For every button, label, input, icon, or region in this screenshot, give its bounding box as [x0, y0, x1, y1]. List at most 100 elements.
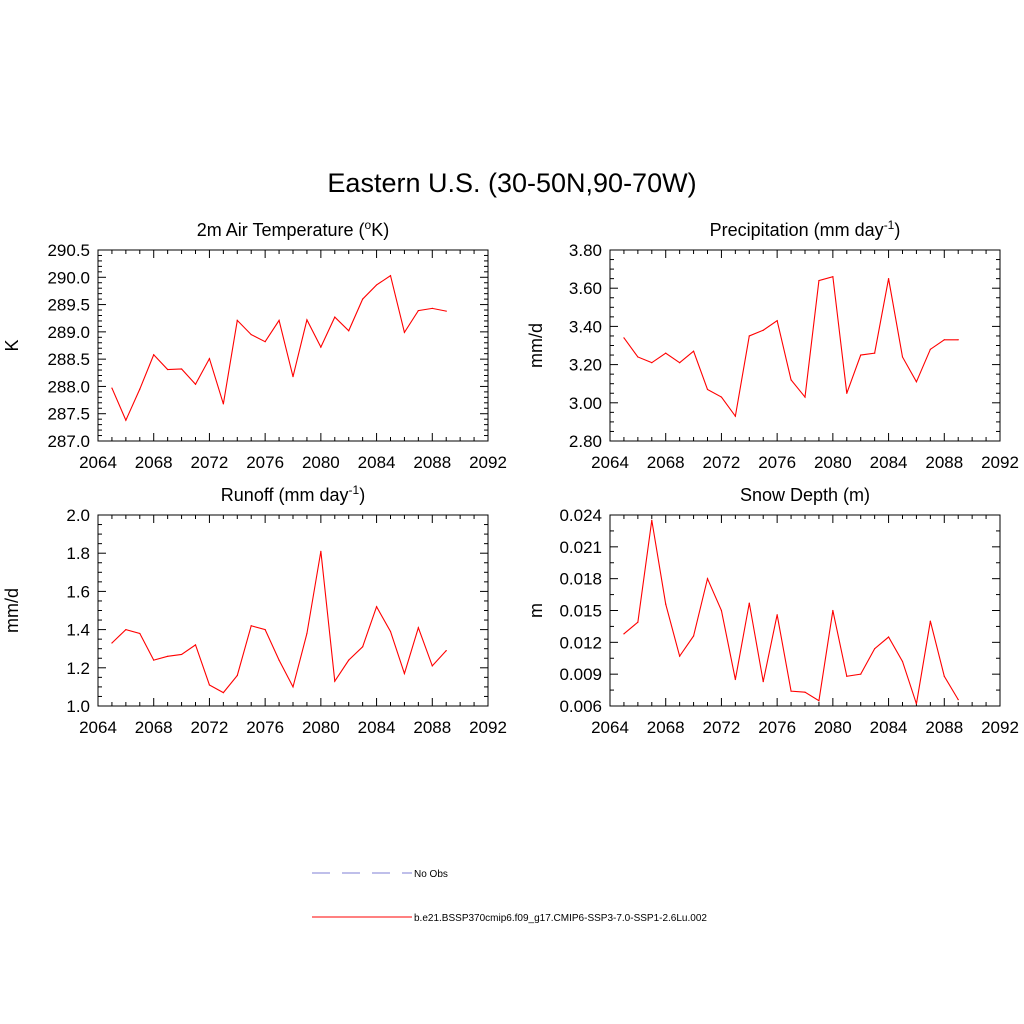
data-point: [167, 655, 169, 657]
data-point: [665, 603, 667, 605]
y-tick-label: 1.6: [66, 582, 90, 601]
data-point: [832, 276, 834, 278]
y-tick-label: 288.0: [47, 377, 90, 396]
panel-3: 2064 2068 2072 2076 2080 2084 2088 2092 1.0 1.2 1.…: [2, 483, 507, 737]
data-point: [818, 700, 820, 702]
data-point: [887, 636, 890, 638]
data-point: [264, 629, 266, 631]
x-tick-label: 2072: [703, 718, 741, 737]
data-point: [208, 684, 211, 686]
y-tick-label: 2.0: [66, 506, 90, 525]
x-tick-label: 2092: [469, 453, 507, 472]
y-axis-label: mm/d: [2, 588, 22, 633]
panel-title-main: Snow Depth (m): [740, 485, 870, 505]
x-tick-label: 2084: [358, 718, 396, 737]
x-tick-label: 2072: [191, 453, 229, 472]
data-point: [901, 356, 904, 358]
data-point: [734, 415, 736, 417]
legend: No Obs b.e21.BSSP370cmip6.f09_g17.CMIP6-S…: [312, 869, 707, 924]
data-point: [334, 316, 336, 318]
x-tick-label: 2068: [135, 453, 173, 472]
data-point: [929, 620, 931, 622]
data-point: [720, 609, 723, 612]
y-tick-label: 3.40: [569, 317, 602, 336]
y-tick-label: 289.5: [47, 296, 90, 315]
data-point: [748, 335, 750, 337]
data-point: [306, 632, 308, 635]
x-tick-label: 2068: [135, 718, 173, 737]
data-point: [887, 278, 890, 280]
y-tick-label: 3.80: [569, 241, 602, 260]
x-tick-label: 2076: [246, 453, 284, 472]
data-point: [292, 686, 294, 688]
data-point: [804, 691, 806, 693]
panel-title-superscript: -1: [349, 483, 360, 497]
plot-frame: [97, 514, 489, 707]
data-point: [250, 625, 252, 627]
data-point: [929, 348, 931, 350]
x-tick-label: 2076: [758, 453, 796, 472]
y-tick-label: 0.006: [559, 697, 602, 716]
data-point: [846, 675, 848, 677]
data-point: [957, 699, 959, 701]
data-point: [874, 352, 876, 354]
plot-frame: [97, 249, 489, 442]
data-point: [389, 275, 392, 277]
y-tick-label: 1.8: [66, 544, 90, 563]
x-tick-label: 2084: [358, 453, 396, 472]
data-point: [651, 519, 653, 521]
x-tick-label: 2064: [79, 453, 117, 472]
series-line: [623, 276, 959, 418]
y-tick-label: 288.5: [47, 350, 90, 369]
data-point: [623, 633, 625, 635]
y-tick-label: 1.2: [66, 659, 90, 678]
data-point: [860, 354, 862, 356]
y-tick-label: 3.20: [569, 356, 602, 375]
plot-frame: [609, 249, 1001, 442]
x-tick-label: 2080: [302, 718, 340, 737]
data-point: [236, 319, 238, 321]
data-point: [762, 329, 764, 331]
y-axis-label: mm/d: [526, 323, 546, 368]
y-tick-label: 289.0: [47, 323, 90, 342]
x-tick-label: 2092: [981, 453, 1019, 472]
y-tick-label: 0.015: [559, 602, 602, 621]
x-tick-label: 2080: [814, 718, 852, 737]
panel-4: 2064 2068 2072 2076 2080 2084 2088 2092 0.006 0.0…: [526, 485, 1019, 737]
data-point: [665, 352, 667, 354]
x-tick-label: 2080: [302, 453, 340, 472]
data-point: [692, 350, 695, 352]
x-tick-label: 2088: [925, 453, 963, 472]
x-tick-label: 2088: [925, 718, 963, 737]
data-point: [748, 602, 750, 604]
data-point: [679, 655, 681, 657]
data-point: [915, 703, 918, 705]
data-point: [692, 635, 695, 637]
panel-title: Runoff (mm day-1): [221, 483, 365, 505]
x-tick-label: 2064: [79, 718, 117, 737]
data-point: [431, 665, 433, 667]
data-point: [706, 388, 709, 391]
data-point: [389, 630, 392, 633]
y-tick-label: 0.009: [559, 665, 602, 684]
data-point: [403, 672, 406, 675]
data-point: [250, 333, 252, 336]
data-point: [804, 396, 806, 398]
data-point: [278, 659, 280, 661]
series-line: [623, 520, 959, 705]
data-point: [362, 298, 364, 300]
legend-obs-label: No Obs: [414, 869, 448, 880]
data-point: [679, 362, 681, 364]
y-tick-label: 0.018: [559, 570, 602, 589]
data-point: [194, 383, 197, 385]
data-point: [125, 419, 127, 421]
data-point: [236, 674, 238, 677]
panel-title-main: Runoff (mm day: [221, 485, 349, 505]
panel-title: Snow Depth (m): [740, 485, 870, 505]
data-point: [846, 392, 848, 394]
y-tick-label: 1.0: [66, 697, 90, 716]
panel-title-end: ): [359, 485, 365, 505]
y-tick-label: 287.5: [47, 405, 90, 424]
data-point: [637, 621, 639, 623]
y-tick-label: 1.4: [66, 621, 90, 640]
